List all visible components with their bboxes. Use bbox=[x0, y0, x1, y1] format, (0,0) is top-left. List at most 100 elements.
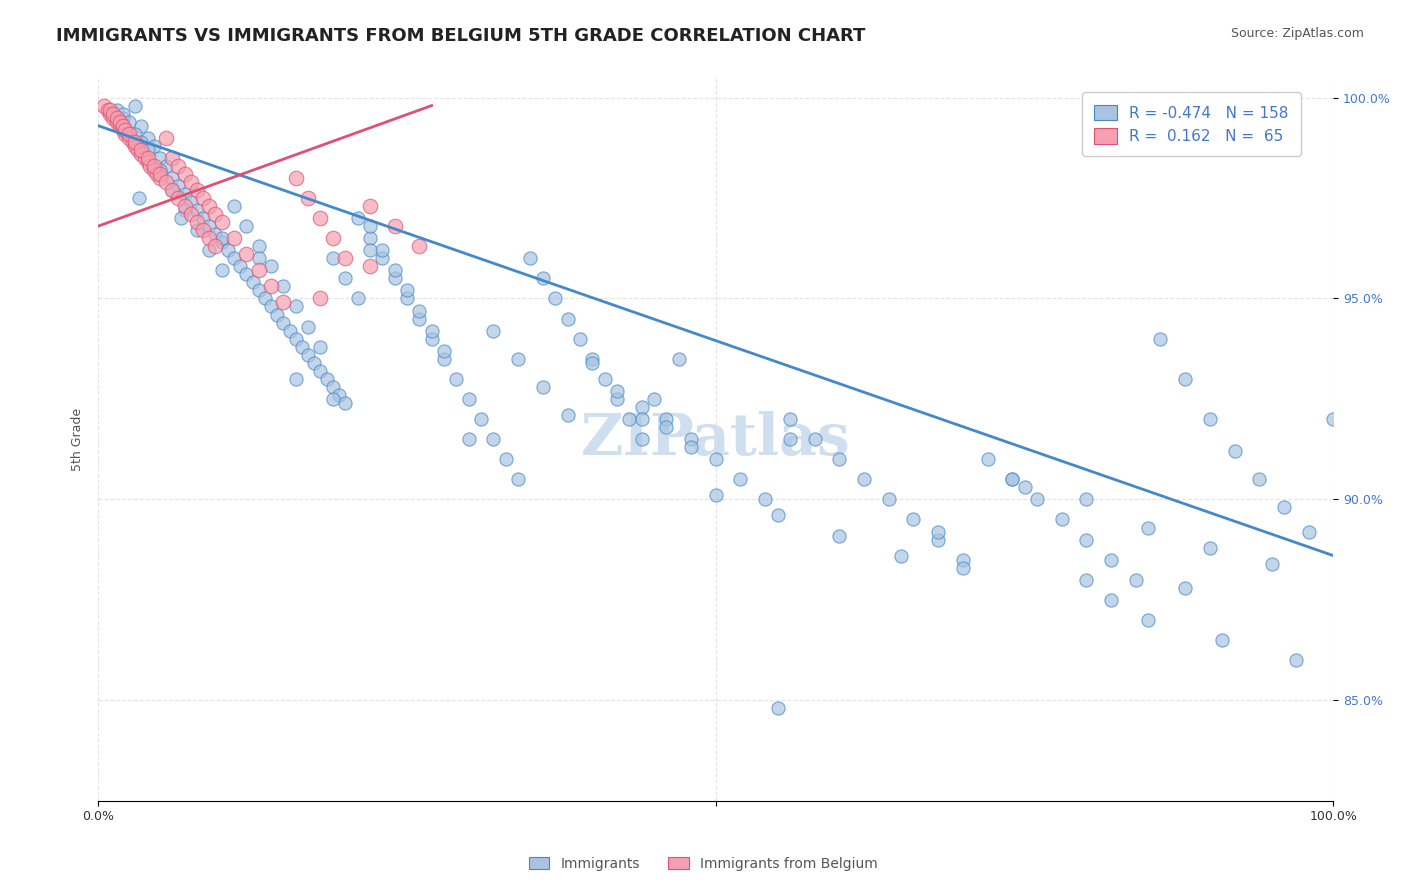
Point bbox=[1137, 520, 1160, 534]
Point bbox=[247, 284, 270, 298]
Point bbox=[253, 292, 276, 306]
Point bbox=[655, 420, 678, 434]
Point bbox=[155, 130, 177, 145]
Point bbox=[173, 167, 195, 181]
Point bbox=[146, 167, 169, 181]
Point bbox=[149, 170, 172, 185]
Point bbox=[170, 211, 193, 225]
Point bbox=[260, 260, 283, 274]
Point bbox=[322, 392, 344, 406]
Point bbox=[173, 199, 195, 213]
Point bbox=[121, 135, 143, 149]
Point bbox=[544, 292, 567, 306]
Point bbox=[186, 202, 208, 217]
Point bbox=[110, 114, 132, 128]
Point bbox=[1076, 492, 1098, 507]
Point bbox=[408, 311, 430, 326]
Point bbox=[124, 98, 146, 112]
Point bbox=[470, 412, 492, 426]
Point bbox=[495, 452, 517, 467]
Point bbox=[1137, 613, 1160, 627]
Point bbox=[766, 508, 789, 523]
Point bbox=[128, 191, 150, 205]
Point bbox=[111, 111, 134, 125]
Point bbox=[704, 452, 727, 467]
Point bbox=[110, 119, 132, 133]
Text: ZIPatlas: ZIPatlas bbox=[581, 411, 851, 467]
Point bbox=[162, 170, 184, 185]
Point bbox=[217, 244, 239, 258]
Point bbox=[191, 191, 214, 205]
Point bbox=[1260, 557, 1282, 571]
Point bbox=[124, 127, 146, 141]
Point bbox=[131, 146, 153, 161]
Point bbox=[127, 143, 149, 157]
Point bbox=[927, 533, 949, 547]
Point bbox=[557, 311, 579, 326]
Point bbox=[853, 472, 876, 486]
Point bbox=[155, 159, 177, 173]
Point bbox=[1014, 480, 1036, 494]
Point bbox=[149, 162, 172, 177]
Point bbox=[124, 138, 146, 153]
Point bbox=[139, 159, 162, 173]
Point bbox=[173, 202, 195, 217]
Point bbox=[1125, 573, 1147, 587]
Point bbox=[1298, 524, 1320, 539]
Point bbox=[114, 122, 136, 136]
Point bbox=[114, 127, 136, 141]
Point bbox=[142, 162, 165, 177]
Point bbox=[1076, 573, 1098, 587]
Point bbox=[191, 211, 214, 225]
Point bbox=[828, 452, 851, 467]
Point bbox=[557, 408, 579, 422]
Point bbox=[681, 440, 703, 454]
Point bbox=[668, 351, 690, 366]
Point bbox=[408, 303, 430, 318]
Point bbox=[433, 351, 456, 366]
Point bbox=[266, 308, 288, 322]
Point bbox=[167, 191, 190, 205]
Point bbox=[1001, 472, 1024, 486]
Point bbox=[101, 111, 124, 125]
Point bbox=[198, 231, 221, 245]
Point bbox=[1199, 541, 1222, 555]
Point bbox=[180, 194, 202, 209]
Point bbox=[335, 396, 357, 410]
Point bbox=[766, 701, 789, 715]
Point bbox=[371, 244, 394, 258]
Point bbox=[335, 271, 357, 285]
Point bbox=[180, 175, 202, 189]
Point bbox=[222, 252, 245, 266]
Point bbox=[235, 268, 257, 282]
Point bbox=[803, 432, 825, 446]
Point bbox=[779, 432, 801, 446]
Point bbox=[346, 292, 368, 306]
Point bbox=[284, 300, 307, 314]
Point bbox=[508, 351, 530, 366]
Point bbox=[260, 300, 283, 314]
Point bbox=[309, 340, 332, 354]
Point bbox=[1050, 512, 1073, 526]
Point bbox=[167, 159, 190, 173]
Point bbox=[1026, 492, 1049, 507]
Point bbox=[630, 412, 652, 426]
Point bbox=[952, 560, 974, 574]
Point bbox=[149, 167, 172, 181]
Point bbox=[198, 244, 221, 258]
Point bbox=[247, 252, 270, 266]
Point bbox=[359, 199, 381, 213]
Point bbox=[162, 183, 184, 197]
Point bbox=[204, 227, 226, 242]
Point bbox=[927, 524, 949, 539]
Point bbox=[118, 127, 141, 141]
Point bbox=[1174, 581, 1197, 595]
Point bbox=[131, 119, 153, 133]
Point bbox=[754, 492, 776, 507]
Point bbox=[322, 380, 344, 394]
Point bbox=[309, 292, 332, 306]
Point bbox=[335, 252, 357, 266]
Point bbox=[204, 239, 226, 253]
Point bbox=[100, 106, 122, 120]
Point bbox=[136, 154, 159, 169]
